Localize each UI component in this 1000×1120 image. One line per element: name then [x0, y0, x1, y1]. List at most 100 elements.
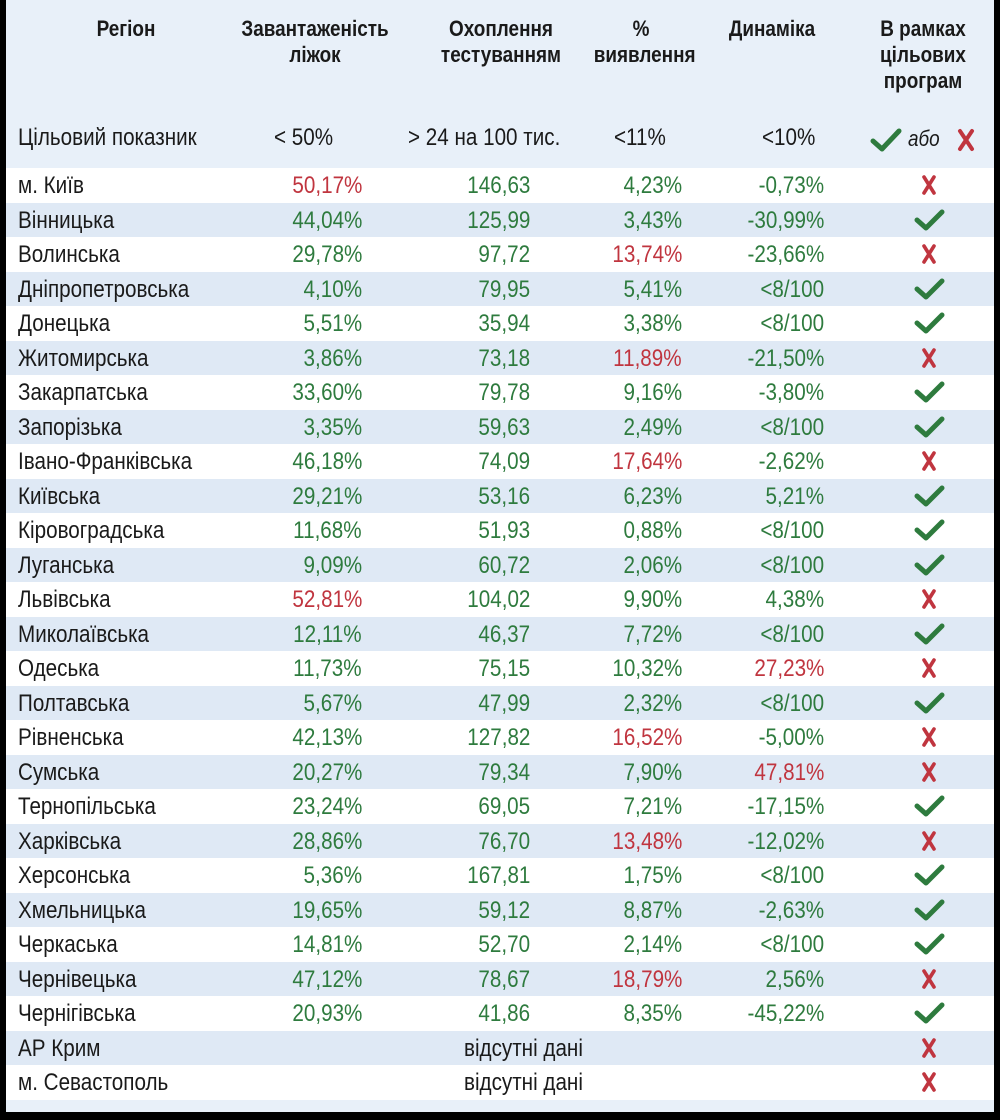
cross-icon — [922, 347, 936, 368]
check-icon — [914, 312, 945, 334]
table-row: Донецька 5,51% 35,94 3,38% <8/100 — [6, 306, 994, 341]
detection-value: 9,90% — [623, 586, 682, 613]
beds-value: 33,60% — [291, 379, 362, 406]
table-row: Миколаївська 12,11% 46,37 7,72% <8/100 — [6, 616, 994, 651]
beds-value: 44,04% — [291, 206, 362, 234]
beds-value: 3,86% — [303, 344, 362, 372]
testing-value: 69,05 — [478, 793, 530, 820]
check-icon — [914, 278, 945, 299]
table-row: Запорізька 3,35% 59,63 2,49% <8/100 — [6, 409, 994, 444]
dynamics-value: -2,63% — [758, 896, 824, 924]
detection-value: 17,64% — [611, 448, 682, 475]
testing-value: 47,99 — [478, 689, 530, 717]
dynamics-value: <8/100 — [760, 620, 824, 648]
detection-value: 8,87% — [623, 896, 682, 924]
dynamics-value: -5,00% — [758, 724, 824, 751]
dynamics-value: 47,81% — [753, 758, 824, 786]
beds-value: 12,11% — [293, 620, 362, 648]
beds-value: 11,68% — [293, 517, 362, 544]
cross-icon — [922, 244, 936, 264]
dynamics-value: <8/100 — [760, 413, 824, 441]
table-row: Житомирська 3,86% 73,18 11,89% -21,50% — [6, 340, 994, 375]
no-data-label: відсутні дані — [464, 1069, 583, 1096]
covid-region-table: Регіон Завантаженість ліжок Охоплення те… — [6, 0, 994, 1112]
region-name: м. Севастополь — [18, 1069, 169, 1096]
region-name: Запорізька — [18, 413, 122, 441]
table-row: Волинська 29,78% 97,72 13,74% -23,66% — [6, 237, 994, 272]
testing-value: 59,63 — [478, 413, 530, 441]
region-name: Київська — [18, 482, 101, 510]
table-row: м. Київ 50,17% 146,63 4,23% -0,73% — [6, 168, 994, 203]
cross-icon — [922, 589, 936, 609]
table-row: АР Крим відсутні дані — [6, 1030, 994, 1065]
check-icon — [914, 864, 945, 886]
region-name: Дніпропетровська — [18, 275, 190, 303]
testing-value: 97,72 — [478, 241, 530, 268]
cross-icon — [922, 175, 936, 195]
region-name: Харківська — [18, 827, 122, 855]
region-name: Тернопільська — [18, 793, 156, 820]
region-name: АР Крим — [18, 1034, 101, 1062]
beds-value: 14,81% — [291, 931, 362, 958]
region-name: Миколаївська — [18, 620, 150, 648]
beds-value: 47,12% — [291, 965, 362, 993]
region-name: Вінницька — [18, 206, 115, 234]
dynamics-value: <8/100 — [760, 551, 824, 579]
testing-value: 78,67 — [478, 965, 530, 993]
dynamics-value: -0,73% — [758, 172, 824, 199]
dynamics-value: -17,15% — [747, 793, 824, 820]
detection-value: 2,32% — [623, 689, 682, 717]
beds-value: 3,35% — [303, 413, 362, 441]
cross-icon — [958, 129, 974, 151]
cross-icon — [922, 761, 936, 782]
testing-value: 51,93 — [478, 517, 530, 544]
table-row: Черкаська 14,81% 52,70 2,14% <8/100 — [6, 927, 994, 962]
detection-value: 0,88% — [623, 517, 682, 544]
beds-value: 29,78% — [291, 241, 362, 268]
detection-value: 7,90% — [623, 758, 682, 786]
cross-icon — [922, 830, 936, 851]
table-row: Полтавська 5,67% 47,99 2,32% <8/100 — [6, 685, 994, 720]
testing-value: 79,34 — [478, 758, 530, 786]
header-dynamics: Динаміка — [728, 16, 816, 41]
testing-value: 60,72 — [478, 551, 530, 579]
dynamics-value: <8/100 — [760, 310, 824, 337]
table-row: Луганська 9,09% 60,72 2,06% <8/100 — [6, 547, 994, 582]
detection-value: 3,43% — [623, 206, 682, 234]
dynamics-value: <8/100 — [760, 931, 824, 958]
header-beds: Завантаженість ліжок — [241, 16, 389, 67]
region-name: Хмельницька — [18, 896, 147, 924]
header-detection: % виявлення — [593, 16, 696, 67]
testing-value: 52,70 — [478, 931, 530, 958]
testing-value: 53,16 — [478, 482, 530, 510]
region-name: Чернівецька — [18, 965, 137, 993]
detection-value: 11,89% — [613, 344, 682, 372]
detection-value: 18,79% — [611, 965, 682, 993]
detection-value: 16,52% — [611, 724, 682, 751]
dynamics-value: -21,50% — [747, 344, 824, 372]
table-row: Херсонська 5,36% 167,81 1,75% <8/100 — [6, 858, 994, 893]
dynamics-value: -12,02% — [747, 827, 824, 855]
detection-value: 10,32% — [611, 655, 682, 682]
target-testing: > 24 на 100 тис. — [408, 124, 561, 151]
table-row: Хмельницька 19,65% 59,12 8,87% -2,63% — [6, 892, 994, 927]
region-name: Луганська — [18, 551, 115, 579]
table-row: Дніпропетровська 4,10% 79,95 5,41% <8/100 — [6, 271, 994, 306]
table-row: Вінницька 44,04% 125,99 3,43% -30,99% — [6, 202, 994, 237]
check-icon — [914, 899, 945, 920]
testing-value: 79,78 — [478, 379, 530, 406]
table-row: Рівненська 42,13% 127,82 16,52% -5,00% — [6, 720, 994, 755]
beds-value: 29,21% — [291, 482, 362, 510]
beds-value: 28,86% — [291, 827, 362, 855]
detection-value: 13,74% — [611, 241, 682, 268]
region-name: Житомирська — [18, 344, 149, 372]
target-beds: < 50% — [274, 124, 334, 151]
testing-value: 75,15 — [478, 655, 530, 682]
detection-value: 7,21% — [623, 793, 682, 820]
region-name: Донецька — [18, 310, 111, 337]
target-dynamics: <10% — [762, 124, 816, 151]
detection-value: 8,35% — [623, 1000, 682, 1027]
cross-icon — [922, 451, 936, 471]
table-row: Чернівецька 47,12% 78,67 18,79% 2,56% — [6, 961, 994, 996]
testing-value: 46,37 — [478, 620, 530, 648]
